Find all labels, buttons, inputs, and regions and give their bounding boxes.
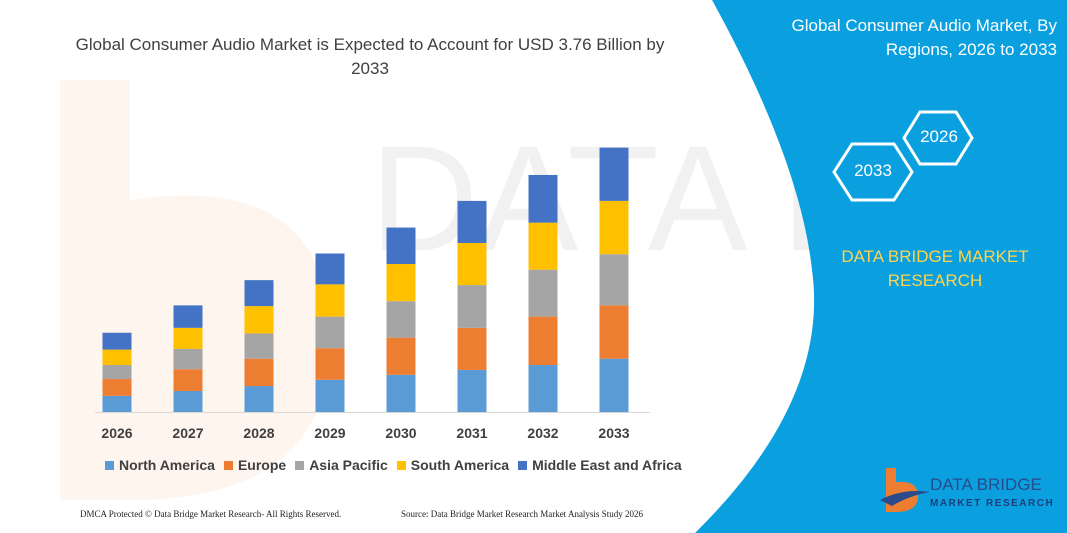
hex-label-2033: 2033 [854, 161, 892, 180]
legend-label: Middle East and Africa [532, 457, 682, 473]
x-tick-label: 2026 [101, 425, 132, 441]
stacked-bar-chart [102, 147, 629, 412]
bar-2032-middle-east-and-africa [528, 174, 558, 223]
legend-item: Asia Pacific [295, 457, 388, 473]
x-tick-label: 2031 [456, 425, 487, 441]
x-tick-label: 2028 [243, 425, 274, 441]
legend-swatch [295, 461, 305, 470]
legend-swatch [396, 461, 406, 470]
bar-2031-middle-east-and-africa [457, 200, 487, 243]
bar-2033-europe [599, 305, 629, 359]
legend-swatch [223, 461, 233, 470]
x-tick-label: 2027 [172, 425, 203, 441]
bar-2030-south-america [386, 264, 416, 302]
bar-2026-asia-pacific [102, 365, 132, 380]
bar-2027-europe [173, 369, 203, 391]
legend-swatch [518, 461, 528, 470]
chart-title: Global Consumer Audio Market is Expected… [75, 35, 665, 78]
bar-2029-asia-pacific [315, 316, 345, 349]
bar-2028-south-america [244, 306, 274, 334]
hexagon-2033-icon [832, 142, 914, 202]
bar-2030-middle-east-and-africa [386, 227, 416, 265]
bar-2028-europe [244, 358, 274, 387]
bar-2033-south-america [599, 200, 629, 255]
bar-2026-middle-east-and-africa [102, 332, 132, 350]
side-panel [695, 0, 1067, 533]
bar-2032-europe [528, 316, 558, 366]
bar-2027-asia-pacific [173, 348, 203, 370]
bar-2028-asia-pacific [244, 333, 274, 359]
brand-text: DATA BRIDGE MARKET RESEARCH [841, 247, 1029, 290]
bar-2032-asia-pacific [528, 269, 558, 317]
bar-2029-middle-east-and-africa [315, 253, 345, 285]
footer-copyright: DMCA Protected © Data Bridge Market Rese… [80, 509, 342, 519]
bar-2032-south-america [528, 222, 558, 270]
legend-label: Europe [237, 457, 287, 473]
side-panel-title: Global Consumer Audio Market, By Regions… [791, 16, 1057, 59]
bar-2026-europe [102, 379, 132, 396]
legend-item: South America [396, 457, 510, 473]
x-tick-label: 2030 [385, 425, 416, 441]
bar-2027-south-america [173, 327, 203, 349]
bar-2029-south-america [315, 284, 345, 317]
bar-2030-asia-pacific [386, 301, 416, 338]
bar-2027-middle-east-and-africa [173, 305, 203, 328]
bar-2033-north-america [599, 358, 629, 412]
bar-2028-north-america [244, 386, 274, 412]
bar-2033-middle-east-and-africa [599, 147, 629, 201]
bar-2031-asia-pacific [457, 285, 487, 328]
logo-text: DATA BRIDGE [930, 475, 1042, 494]
data-bridge-logo: DATA BRIDGE MARKET RESEARCH [878, 466, 1063, 523]
bar-2030-north-america [386, 374, 416, 412]
logo-subtext: MARKET RESEARCH [930, 498, 1054, 509]
legend-item: Europe [223, 457, 287, 473]
legend-swatch [105, 461, 114, 470]
x-tick-label: 2033 [598, 425, 629, 441]
bar-2026-south-america [102, 349, 132, 366]
x-tick-label: 2032 [527, 425, 558, 441]
legend-item: Middle East and Africa [518, 457, 682, 473]
footer-source: Source: Data Bridge Market Research Mark… [401, 509, 643, 519]
bar-2028-middle-east-and-africa [244, 280, 274, 307]
x-tick-label: 2029 [314, 425, 345, 441]
bar-2032-north-america [528, 365, 558, 412]
legend: North America Europe Asia Pacific South Ame… [105, 457, 682, 473]
bar-2029-europe [315, 348, 345, 380]
legend-label: South America [410, 457, 510, 473]
bar-2031-south-america [457, 242, 487, 286]
bar-2031-north-america [457, 369, 487, 412]
bar-2026-north-america [102, 395, 132, 412]
bar-2031-europe [457, 327, 487, 370]
bar-2027-north-america [173, 390, 203, 412]
hexagon-2026-icon [902, 110, 974, 166]
legend-label: Asia Pacific [309, 457, 388, 473]
legend-label: North America [119, 457, 215, 473]
bar-2030-europe [386, 337, 416, 375]
hex-label-2026: 2026 [920, 127, 958, 146]
bar-2029-north-america [315, 379, 345, 412]
legend-item: North America [105, 457, 215, 473]
bar-2033-asia-pacific [599, 254, 629, 306]
